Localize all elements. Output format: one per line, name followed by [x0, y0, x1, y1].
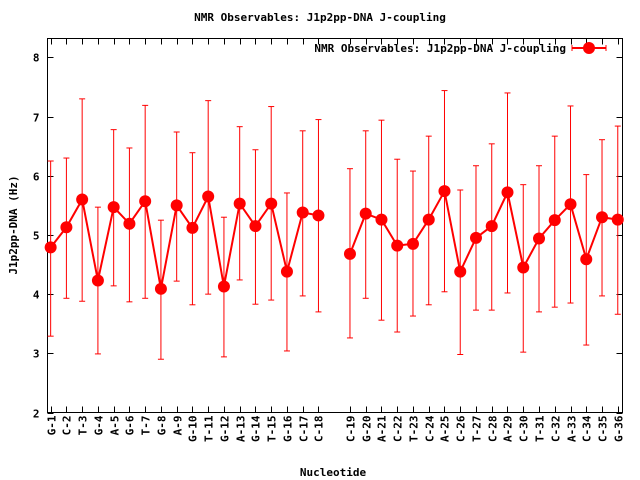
data-point [265, 197, 278, 210]
data-point [170, 199, 183, 212]
data-point [202, 190, 215, 203]
x-tick-label: C-24 [424, 415, 437, 442]
data-point [454, 265, 467, 278]
x-tick-label: C-32 [550, 416, 563, 443]
data-point [217, 280, 230, 293]
data-point [469, 231, 482, 244]
x-tick-label: C-35 [597, 416, 610, 443]
data-point [123, 217, 136, 230]
x-tick-label: G-4 [93, 415, 106, 435]
x-axis-label: Nucleotide [300, 466, 367, 479]
x-tick-label: C-18 [313, 416, 326, 443]
y-axis-label: J1p2pp-DNA (Hz) [7, 175, 20, 274]
data-point [91, 274, 104, 287]
x-tick-label: A-33 [566, 416, 579, 443]
legend-label: NMR Observables: J1p2pp-DNA J-coupling [314, 42, 566, 55]
x-tick-label: T-11 [203, 415, 216, 442]
data-point [312, 209, 325, 222]
data-point [60, 221, 73, 234]
data-point [233, 197, 246, 210]
x-tick-label: C-28 [487, 416, 500, 443]
data-point [548, 214, 561, 227]
x-tick-label: C-34 [581, 415, 594, 442]
x-tick-label: T-7 [140, 416, 153, 436]
data-point [517, 261, 530, 274]
y-tick-label: 8 [33, 52, 40, 65]
x-tick-label: C-2 [61, 416, 74, 436]
data-point [186, 221, 199, 234]
data-point [249, 220, 262, 233]
y-tick-label: 6 [33, 171, 40, 184]
x-tick-label: T-27 [471, 416, 484, 443]
data-point [139, 195, 152, 208]
data-point [359, 207, 372, 220]
x-tick-label: G-12 [219, 416, 232, 443]
data-point [280, 265, 293, 278]
data-point [391, 239, 404, 252]
data-point [596, 211, 609, 224]
x-tick-label: A-5 [109, 416, 122, 436]
data-point [501, 186, 514, 199]
data-point [485, 220, 498, 233]
data-point [154, 282, 167, 295]
x-tick-label: T-31 [534, 415, 547, 442]
x-tick-label: T-23 [408, 416, 421, 443]
data-point [406, 237, 419, 250]
x-tick-label: T-15 [266, 416, 279, 443]
data-point [611, 213, 624, 226]
x-tick-label: G-8 [156, 416, 169, 436]
x-tick-label: A-21 [376, 415, 389, 442]
series-line [49, 193, 319, 289]
data-point [343, 247, 356, 260]
x-tick-label: G-36 [613, 415, 626, 442]
x-tick-label: C-30 [518, 416, 531, 443]
x-tick-label: G-10 [187, 416, 200, 443]
y-tick-label: 7 [33, 112, 40, 125]
x-tick-label: A-25 [439, 416, 452, 443]
x-tick-label: C-22 [392, 416, 405, 443]
data-point [76, 193, 89, 206]
data-point [422, 213, 435, 226]
x-tick-label: A-29 [502, 416, 515, 443]
x-tick-label: C-17 [298, 416, 311, 443]
x-tick-label: G-14 [250, 415, 263, 442]
y-tick-label: 5 [33, 230, 40, 243]
plot-border [47, 38, 623, 413]
x-tick-label: G-16 [282, 415, 295, 442]
x-tick-label: C-26 [455, 415, 468, 442]
data-point [107, 201, 120, 214]
x-tick-label: G-1 [46, 415, 59, 435]
legend: NMR Observables: J1p2pp-DNA J-coupling [314, 42, 607, 55]
y-tick-label: 4 [33, 289, 40, 302]
data-point [533, 232, 546, 245]
x-tick-label: G-6 [124, 415, 137, 435]
chart-title: NMR Observables: J1p2pp-DNA J-coupling [194, 11, 446, 24]
series [44, 90, 624, 360]
x-tick-label: T-3 [77, 416, 90, 436]
y-tick-label: 3 [33, 348, 40, 361]
data-point [580, 253, 593, 266]
series-line [349, 188, 618, 275]
x-tick-label: A-13 [235, 416, 248, 443]
data-point [44, 241, 57, 254]
data-point [375, 213, 388, 226]
x-tick-label: G-20 [361, 416, 374, 443]
data-point [438, 185, 451, 198]
data-point [296, 206, 309, 219]
legend-marker [583, 42, 595, 54]
data-point [564, 198, 577, 211]
y-tick-label: 2 [33, 408, 40, 421]
x-tick-label: A-9 [172, 416, 185, 436]
x-tick-label: C-19 [345, 416, 358, 443]
